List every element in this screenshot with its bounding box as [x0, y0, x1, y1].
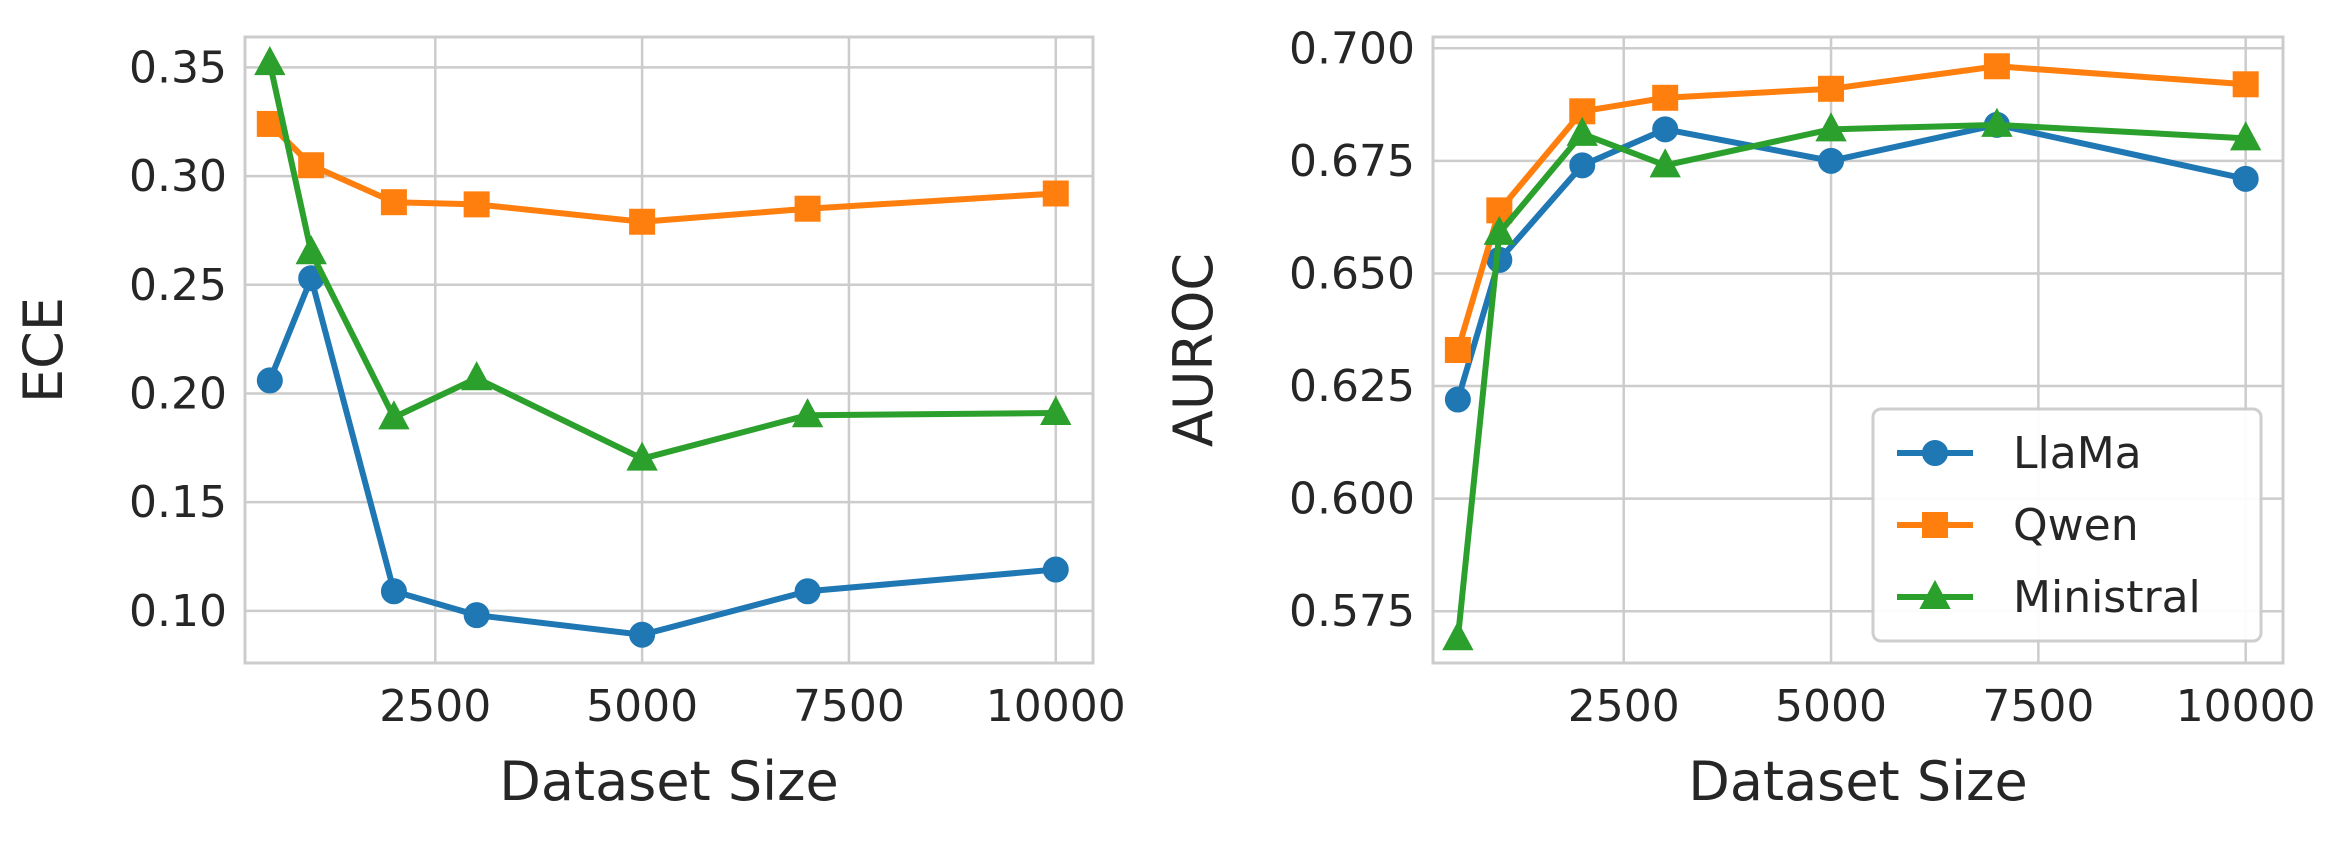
- data-point-llama: [380, 578, 407, 605]
- chart-panel-2: 2500 5000 7500 10000 0.575 0.600 0.625 0.650 0.6…: [1162, 23, 2316, 813]
- data-point-qwen: [2232, 71, 2259, 98]
- y-tick-label: 0.30: [129, 151, 227, 202]
- legend: LlaMa Qwen Ministral: [1871, 407, 2263, 643]
- series-ministral: [254, 45, 1072, 471]
- y-axis-label: AUROC: [1162, 253, 1225, 447]
- y-axis-label: ECE: [12, 297, 75, 403]
- y-tick-label: 0.700: [1289, 23, 1415, 74]
- data-point-llama: [794, 578, 821, 605]
- series-llama: [256, 265, 1069, 648]
- data-point-ministral: [378, 400, 410, 430]
- legend-marker: [1922, 440, 1948, 466]
- series-qwen: [1444, 53, 2259, 363]
- data-point-ministral: [295, 235, 327, 265]
- data-point-qwen: [1042, 180, 1069, 207]
- y-tick-label: 0.650: [1289, 248, 1415, 299]
- data-point-llama: [1042, 556, 1069, 583]
- data-point-ministral: [626, 441, 658, 471]
- data-point-llama: [1444, 386, 1471, 413]
- legend-marker: [1922, 512, 1948, 538]
- data-point-ministral: [1442, 621, 1474, 651]
- legend-entry-qwen: Qwen: [1897, 500, 2139, 551]
- data-point-qwen: [629, 208, 656, 235]
- data-point-llama: [1569, 152, 1596, 179]
- x-tick-label: 10000: [986, 681, 1126, 732]
- legend-marker: [1919, 579, 1951, 609]
- y-tick-label: 0.20: [129, 368, 227, 419]
- x-tick-label: 5000: [586, 681, 698, 732]
- data-point-llama: [629, 621, 656, 648]
- data-point-llama: [2232, 165, 2259, 192]
- data-point-qwen: [1444, 337, 1471, 363]
- y-tick-label: 0.10: [129, 586, 227, 637]
- data-point-ministral: [460, 361, 493, 391]
- data-point-ministral: [1483, 215, 1516, 245]
- y-tick-label: 0.25: [129, 260, 227, 311]
- data-point-ministral: [1649, 148, 1681, 178]
- x-tick-label: 7500: [1982, 681, 2094, 732]
- data-point-llama: [256, 367, 283, 394]
- data-point-qwen: [1983, 53, 2010, 80]
- x-axis-label: Dataset Size: [1688, 750, 2027, 813]
- data-point-ministral: [1040, 395, 1072, 426]
- data-point-qwen: [380, 189, 407, 216]
- series-qwen: [256, 110, 1069, 235]
- data-point-qwen: [1652, 84, 1679, 111]
- data-point-llama: [1818, 147, 1845, 174]
- x-tick-label: 5000: [1775, 681, 1887, 732]
- x-axis-label: Dataset Size: [499, 750, 838, 813]
- y-tick-label: 0.625: [1289, 361, 1415, 412]
- y-tick-label: 0.675: [1289, 136, 1415, 187]
- data-point-ministral: [254, 45, 286, 76]
- x-tick-label: 10000: [2176, 681, 2316, 732]
- data-point-qwen: [463, 191, 490, 218]
- y-tick-label: 0.15: [129, 477, 227, 528]
- y-tick-label: 0.600: [1289, 474, 1415, 525]
- data-point-qwen: [794, 195, 821, 222]
- legend-entry-ministral: Ministral: [1897, 572, 2201, 623]
- data-point-llama: [463, 602, 490, 629]
- chart-panel-1: 2500 5000 7500 10000 0.10 0.15 0.20 0.25 0.30 0.3…: [12, 35, 1126, 813]
- legend-label: LlaMa: [2013, 428, 2142, 479]
- x-tick-label: 2500: [1568, 681, 1680, 732]
- data-point-qwen: [256, 110, 283, 137]
- data-point-qwen: [1818, 75, 1845, 102]
- y-tick-label: 0.35: [129, 42, 227, 93]
- data-point-ministral: [791, 398, 824, 428]
- legend-box: [1871, 407, 2263, 643]
- data-point-llama: [1652, 116, 1679, 143]
- data-point-ministral: [1566, 116, 1598, 146]
- data-point-qwen: [298, 152, 325, 179]
- x-tick-label: 7500: [793, 681, 905, 732]
- data-point-ministral: [2230, 121, 2262, 151]
- x-tick-label: 2500: [379, 681, 491, 732]
- y-tick-label: 0.575: [1289, 586, 1415, 637]
- series-ministral: [1442, 107, 2262, 651]
- legend-label: Qwen: [2013, 500, 2139, 551]
- data-point-ministral: [1981, 107, 2013, 137]
- legend-label: Ministral: [2013, 572, 2201, 623]
- legend-entry-llama: LlaMa: [1897, 428, 2142, 479]
- plot-area: [243, 35, 1095, 665]
- data-point-ministral: [1815, 112, 1847, 142]
